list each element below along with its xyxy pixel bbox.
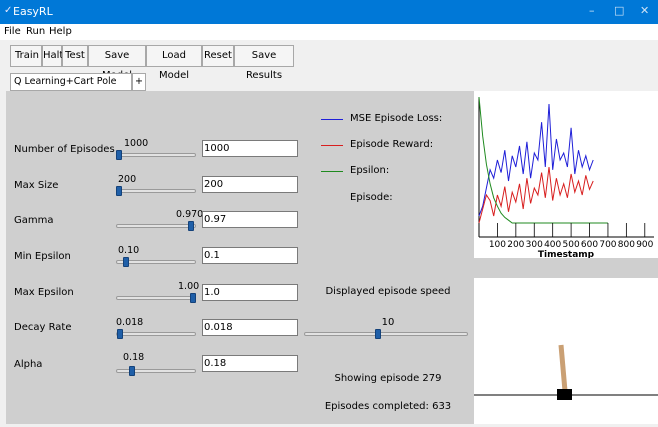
speed-label: Displayed episode speed	[325, 286, 451, 297]
x-tick-label: 900	[636, 240, 653, 250]
slider-value-alpha: 0.18	[123, 352, 145, 363]
slider-gamma[interactable]	[187, 221, 194, 231]
slider-value-number-of-episodes: 1000	[124, 138, 149, 149]
showing-episode-text: Showing episode 279	[334, 373, 442, 384]
environment-render	[474, 278, 658, 424]
minimize-button[interactable]: –	[589, 4, 595, 17]
series-line-0	[478, 103, 594, 217]
series-line-2	[478, 96, 608, 224]
menu-help[interactable]: Help	[49, 26, 72, 37]
slider-track-max-size	[116, 189, 196, 193]
legend-line-epsilon	[321, 171, 343, 172]
slider-max-epsilon[interactable]	[190, 293, 196, 303]
main-panel: Number of Episodes 1000 1000 Max Size 20…	[6, 91, 658, 424]
menu-bar: File Run Help	[0, 24, 658, 40]
speed-value: 10	[381, 317, 395, 328]
input-decay-rate[interactable]: 0.018	[202, 319, 298, 336]
slider-decay-rate[interactable]	[117, 329, 124, 339]
legend-epsilon: Epsilon:	[350, 165, 390, 176]
input-number-of-episodes[interactable]: 1000	[202, 140, 298, 157]
slider-value-min-epsilon: 0.10	[118, 245, 140, 256]
param-label-decay-rate: Decay Rate	[14, 322, 72, 333]
slider-track-max-epsilon	[116, 296, 196, 300]
test-button[interactable]: Test	[62, 45, 88, 67]
slider-value-gamma: 0.970	[176, 209, 204, 220]
param-label-gamma: Gamma	[14, 215, 54, 226]
legend-mse-episode-loss: MSE Episode Loss:	[350, 113, 443, 124]
slider-min-epsilon[interactable]	[123, 257, 130, 267]
training-graph-svg: 100 200 300 400 500 600 700 800 900 Timestamp	[478, 96, 654, 260]
slider-number-of-episodes[interactable]	[116, 150, 122, 160]
x-axis-label: Timestamp	[538, 250, 595, 258]
x-tick-label: 200	[507, 240, 524, 250]
x-tick-label: 500	[563, 240, 580, 250]
halt-button[interactable]: Halt	[42, 45, 63, 67]
add-tab-button[interactable]: +	[132, 73, 146, 91]
training-graph: 100 200 300 400 500 600 700 800 900 Timestamp	[474, 91, 658, 260]
reset-button[interactable]: Reset	[202, 45, 234, 67]
slider-value-decay-rate: 0.018	[116, 317, 144, 328]
x-tick-label: 100	[489, 240, 506, 250]
toolbar: Train Halt Test Save Model Load Model Re…	[0, 40, 658, 81]
slider-max-size[interactable]	[116, 186, 122, 196]
episodes-completed-text: Episodes completed: 633	[324, 401, 452, 412]
param-label-max-size: Max Size	[14, 180, 59, 191]
slider-alpha[interactable]	[129, 366, 136, 376]
slider-track-gamma	[116, 224, 196, 228]
param-label-max-epsilon: Max Epsilon	[14, 287, 74, 298]
pole	[558, 344, 568, 392]
slider-value-max-epsilon: 1.00	[178, 281, 200, 292]
input-min-epsilon[interactable]: 0.1	[202, 247, 298, 264]
load-model-button[interactable]: Load Model	[146, 45, 202, 81]
input-alpha[interactable]: 0.18	[202, 355, 298, 372]
x-tick-label: 600	[581, 240, 598, 250]
input-gamma[interactable]: 0.97	[202, 211, 298, 228]
tab-bar: Q Learning+Cart Pole Discrete +	[0, 71, 658, 103]
save-results-button[interactable]: Save Results	[234, 45, 294, 81]
legend-episode-reward: Episode Reward:	[350, 139, 434, 150]
speed-slider-track	[304, 332, 468, 336]
param-label-min-epsilon: Min Epsilon	[14, 251, 71, 262]
input-max-epsilon[interactable]: 1.0	[202, 284, 298, 301]
menu-run[interactable]: Run	[26, 26, 46, 37]
x-tick-label: 800	[618, 240, 635, 250]
window-title: EasyRL	[13, 5, 53, 18]
param-label-alpha: Alpha	[14, 359, 43, 370]
cart-pole-render	[474, 344, 658, 400]
slider-value-max-size: 200	[118, 174, 137, 185]
menu-file[interactable]: File	[4, 26, 21, 37]
maximize-button[interactable]: □	[614, 4, 625, 17]
slider-track-alpha	[116, 369, 196, 373]
slider-track-min-epsilon	[116, 260, 196, 264]
x-tick-label: 400	[544, 240, 561, 250]
save-model-button[interactable]: Save Model	[88, 45, 146, 81]
param-label-number-of-episodes: Number of Episodes	[14, 144, 115, 155]
series-line-1	[478, 166, 594, 224]
legend-line-episode-reward	[321, 145, 343, 146]
tab-q-learning-cart-pole[interactable]: Q Learning+Cart Pole Discrete	[10, 73, 132, 103]
input-max-size[interactable]: 200	[202, 176, 298, 193]
slider-track-number-of-episodes	[116, 153, 196, 157]
train-button[interactable]: Train	[10, 45, 42, 67]
feather-icon: ✓	[4, 5, 13, 16]
speed-slider[interactable]	[375, 329, 382, 339]
x-tick-label: 300	[526, 240, 543, 250]
close-button[interactable]: ✕	[640, 4, 650, 17]
legend-line-mse-loss	[321, 119, 343, 120]
legend-episode: Episode:	[350, 192, 393, 203]
cart	[557, 389, 572, 400]
title-bar: ✓ EasyRL – □ ✕	[0, 0, 658, 24]
x-tick-label: 700	[599, 240, 616, 250]
slider-track-decay-rate	[116, 332, 196, 336]
